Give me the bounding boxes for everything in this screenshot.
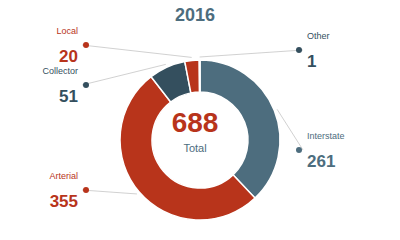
svg-text:261: 261 (307, 152, 335, 171)
html-text:2016: 2016 (175, 5, 215, 25)
svg-text:51: 51 (59, 87, 78, 106)
svg-text:Other: Other (307, 31, 330, 41)
svg-text:Arterial: Arterial (49, 171, 78, 181)
svg-text:20: 20 (59, 47, 78, 66)
html-text:688: 688 (171, 107, 219, 138)
svg-text:Interstate: Interstate (307, 131, 345, 141)
svg-text:Local: Local (56, 26, 78, 36)
svg-text:Collector: Collector (42, 66, 78, 76)
html-text:Total: Total (183, 142, 207, 154)
svg-text:1: 1 (307, 52, 316, 71)
svg-text:355: 355 (50, 192, 78, 211)
